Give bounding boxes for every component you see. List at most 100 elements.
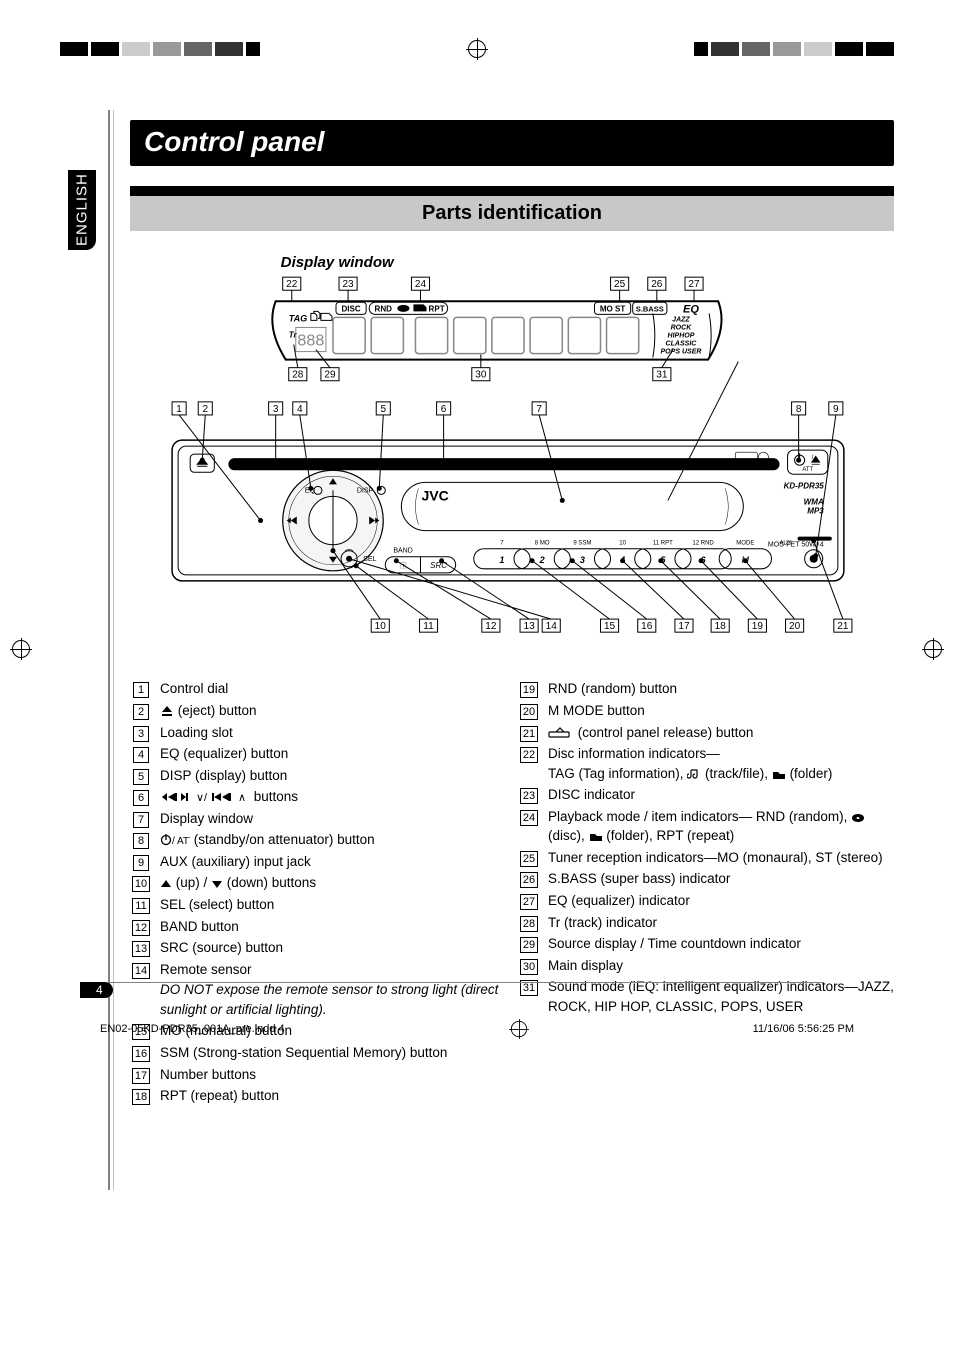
bottom-rule bbox=[108, 982, 824, 983]
legend-text: Remote sensorDO NOT expose the remote se… bbox=[160, 960, 506, 1020]
legend-item: 4 EQ (equalizer) button bbox=[130, 744, 506, 764]
svg-text:JVC: JVC bbox=[421, 487, 448, 503]
callout-row-2: 10 11 12 13 14 15 16 17 18 19 20 21 bbox=[371, 619, 852, 632]
svg-text:9: 9 bbox=[833, 404, 839, 415]
legend-text: EQ (equalizer) indicator bbox=[548, 891, 894, 911]
legend-item: 6∨/∧ buttons bbox=[130, 787, 506, 807]
svg-text:19: 19 bbox=[752, 621, 764, 632]
svg-text:15: 15 bbox=[604, 621, 616, 632]
legend-text: Main display bbox=[548, 956, 894, 976]
language-tab: ENGLISH bbox=[68, 170, 96, 250]
svg-text:12: 12 bbox=[485, 621, 497, 632]
svg-text:MO ST: MO ST bbox=[600, 304, 626, 313]
page: ENGLISH Control panel Parts identificati… bbox=[0, 0, 954, 1138]
registration-target-right-icon bbox=[924, 640, 942, 658]
legend-text: (control panel release) button bbox=[548, 723, 894, 743]
svg-text:6: 6 bbox=[441, 404, 447, 415]
legend-item: 16SSM (Strong-station Sequential Memory)… bbox=[130, 1043, 506, 1063]
legend-number: 2 bbox=[130, 701, 152, 721]
legend-item: 17Number buttons bbox=[130, 1065, 506, 1085]
legend-number: 20 bbox=[518, 701, 540, 721]
legend-number: 27 bbox=[518, 891, 540, 911]
svg-text:17: 17 bbox=[678, 621, 690, 632]
page-number: 4 bbox=[80, 982, 113, 998]
svg-text:5: 5 bbox=[380, 404, 386, 415]
svg-text:8 MO: 8 MO bbox=[535, 541, 550, 547]
legend-item: 29 Source display / Time countdown indica… bbox=[518, 934, 894, 954]
legend-text: Loading slot bbox=[160, 723, 506, 743]
svg-text:10: 10 bbox=[375, 621, 387, 632]
legend-text: RPT (repeat) button bbox=[160, 1086, 506, 1106]
svg-text:22: 22 bbox=[286, 279, 298, 290]
legend-number: 29 bbox=[518, 934, 540, 954]
svg-text:10: 10 bbox=[619, 541, 626, 547]
svg-text:SEL: SEL bbox=[363, 556, 376, 563]
legend-number: 5 bbox=[130, 766, 152, 786]
legend-item: 25Tuner reception indicators—MO (monaura… bbox=[518, 848, 894, 868]
legend-number: 28 bbox=[518, 913, 540, 933]
legend-number: 14 bbox=[130, 960, 152, 980]
svg-text:S.BASS: S.BASS bbox=[636, 304, 664, 313]
legend: 1Control dial2 (eject) button3Loading sl… bbox=[130, 679, 894, 1107]
legend-text: Source display / Time countdown indicato… bbox=[548, 934, 894, 954]
legend-item: 2 (eject) button bbox=[130, 701, 506, 721]
legend-text: Display window bbox=[160, 809, 506, 829]
legend-text: DISP (display) button bbox=[160, 766, 506, 786]
legend-text: Sound mode (iEQ: intelligent equalizer) … bbox=[548, 977, 894, 1016]
legend-number: 18 bbox=[130, 1086, 152, 1106]
svg-text:31: 31 bbox=[656, 370, 668, 381]
svg-text:3: 3 bbox=[273, 404, 279, 415]
legend-item: 19RND (random) button bbox=[518, 679, 894, 699]
legend-number: 23 bbox=[518, 785, 540, 805]
svg-text:28: 28 bbox=[292, 370, 304, 381]
legend-item: 23DISC indicator bbox=[518, 785, 894, 805]
svg-text:1: 1 bbox=[176, 404, 182, 415]
legend-number: 6 bbox=[130, 787, 152, 807]
legend-item: 12BAND button bbox=[130, 917, 506, 937]
svg-text:12 RND: 12 RND bbox=[692, 541, 714, 547]
svg-text:4: 4 bbox=[297, 404, 303, 415]
legend-number: 21 bbox=[518, 723, 540, 743]
svg-text:ATT: ATT bbox=[177, 836, 190, 846]
legend-text: EQ (equalizer) button bbox=[160, 744, 506, 764]
legend-text: S.BASS (super bass) indicator bbox=[548, 869, 894, 889]
svg-text:888: 888 bbox=[297, 332, 324, 350]
legend-text: (eject) button bbox=[160, 701, 506, 721]
legend-text: SSM (Strong-station Sequential Memory) b… bbox=[160, 1043, 506, 1063]
legend-number: 22 bbox=[518, 744, 540, 764]
legend-item: 20M MODE button bbox=[518, 701, 894, 721]
legend-item: 9AUX (auxiliary) input jack bbox=[130, 852, 506, 872]
legend-item: 13SRC (source) button bbox=[130, 938, 506, 958]
page-title: Control panel bbox=[130, 120, 894, 166]
svg-text:9 SSM: 9 SSM bbox=[573, 541, 591, 547]
registration-target-icon bbox=[468, 40, 486, 58]
legend-item: 8/ATT (standby/on attenuator) button bbox=[130, 830, 506, 850]
svg-text:8: 8 bbox=[796, 404, 802, 415]
legend-text: Tuner reception indicators—MO (monaural)… bbox=[548, 848, 894, 868]
svg-text:AUX: AUX bbox=[779, 541, 791, 547]
svg-text:7: 7 bbox=[536, 404, 542, 415]
legend-number: 4 bbox=[130, 744, 152, 764]
svg-text:DISC: DISC bbox=[341, 304, 360, 313]
svg-text:KD-PDR35: KD-PDR35 bbox=[784, 481, 825, 490]
svg-text:3: 3 bbox=[580, 555, 585, 565]
svg-text:JAZZ: JAZZ bbox=[672, 316, 690, 323]
svg-text:11: 11 bbox=[423, 621, 434, 632]
svg-text:HIPHOP: HIPHOP bbox=[668, 333, 695, 340]
callout-row-1: 1 2 3 4 5 6 7 8 9 bbox=[172, 402, 843, 415]
svg-text:25: 25 bbox=[614, 279, 626, 290]
legend-number: 26 bbox=[518, 869, 540, 889]
legend-item: 22Disc information indicators—TAG (Tag i… bbox=[518, 744, 894, 783]
svg-text:ROCK: ROCK bbox=[671, 324, 693, 331]
svg-text:SRC: SRC bbox=[430, 561, 447, 570]
svg-text:ATT: ATT bbox=[802, 467, 813, 473]
svg-text:27: 27 bbox=[688, 279, 700, 290]
svg-text:29: 29 bbox=[324, 370, 336, 381]
registration-marks-top bbox=[60, 40, 894, 58]
svg-text:2: 2 bbox=[539, 555, 545, 565]
legend-item: 11SEL (select) button bbox=[130, 895, 506, 915]
legend-text: SEL (select) button bbox=[160, 895, 506, 915]
footer: EN02-05KD-PDR35_001A_pre.indd 4 11/16/06… bbox=[100, 1020, 854, 1038]
legend-number: 19 bbox=[518, 679, 540, 699]
legend-right-column: 19RND (random) button20M MODE button21 (… bbox=[518, 679, 894, 1107]
